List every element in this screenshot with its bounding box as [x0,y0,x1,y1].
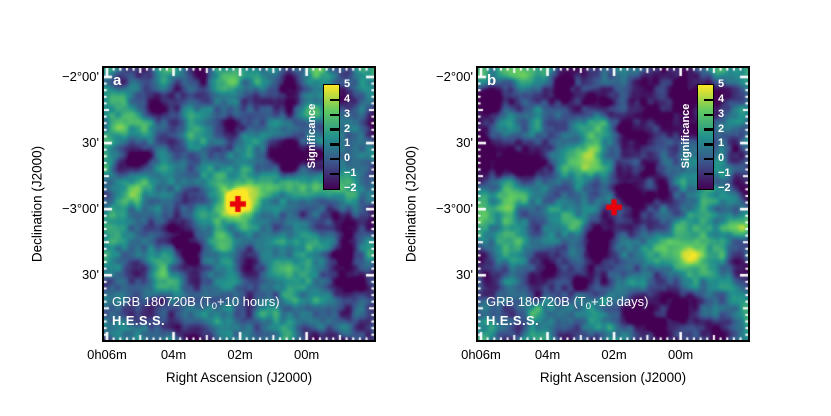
colorbar-tick-label: −1 [344,167,357,180]
colorbar-tick [704,128,713,131]
y-tick-label: −2°00' [436,68,473,84]
colorbar-tick [704,173,713,176]
colorbar-tick-label: 0 [344,152,351,165]
colorbar-tick [704,158,713,161]
colorbar-tick-label: 2 [344,122,351,135]
colorbar-tick [704,113,713,116]
x-tick-label: 0h06m [87,347,127,362]
x-axis-title-a: Right Ascension (J2000) [165,370,313,385]
x-tick-label: 00m [667,347,694,362]
grb-label-prefix: GRB 180720B (T [486,294,586,309]
instrument-label-a: H.E.S.S. [112,313,166,328]
x-axis-title-b: Right Ascension (J2000) [539,370,687,385]
x-tick-label: 02m [227,347,253,362]
panel-a: a GRB 180720B (T0+10 hours) H.E.S.S. Sig… [102,66,376,342]
colorbar-tick-label: 4 [718,92,725,105]
grb-label-prefix: GRB 180720B (T [112,294,212,309]
y-tick-label: 30' [82,135,99,151]
grb-label-suffix: +10 hours) [217,294,280,309]
grb-epoch-label-a: GRB 180720B (T0+10 hours) [112,294,280,312]
colorbar-tick [330,98,339,101]
y-tick-label: −3°00' [436,201,473,217]
colorbar-title-a: Significance [306,103,318,169]
panel-b: b GRB 180720B (T0+18 days) H.E.S.S. Sign… [476,66,750,342]
panel-letter-a: a [113,72,122,89]
colorbar-tick [330,128,339,131]
colorbar-tick-label: −1 [718,167,731,180]
grb-epoch-label-b: GRB 180720B (T0+18 days) [486,294,648,312]
colorbar-tick-label: 4 [344,92,351,105]
colorbar-tick-label: 0 [718,152,725,165]
colorbar-tick-label: 1 [718,137,725,150]
colorbar-tick [330,173,339,176]
y-tick-label: −3°00' [62,201,99,217]
y-tick-label: 30' [456,267,473,283]
x-tick-label: 0h06m [461,347,501,362]
x-tick-label: 04m [160,347,187,362]
y-tick-label: 30' [456,135,473,151]
colorbar-tick-label: 5 [344,78,351,90]
grb-label-sub: 0 [211,301,218,312]
colorbar-b [697,84,714,190]
colorbar-tick [330,158,339,161]
grb-label-sub: 0 [585,301,592,312]
panel-letter-b: b [487,72,497,89]
colorbar-tick [704,98,713,101]
colorbar-tick-label: 5 [718,78,725,90]
colorbar-a [323,84,340,190]
colorbar-tick [704,143,713,146]
colorbar-tick-label: −2 [344,182,357,194]
y-tick-label: −2°00' [62,68,99,84]
instrument-label-b: H.E.S.S. [486,313,540,328]
colorbar-tick [330,143,339,146]
x-tick-label: 02m [601,347,627,362]
colorbar-title-b: Significance [680,103,692,169]
y-tick-label: 30' [82,267,99,283]
grb-label-suffix: +18 days) [591,294,649,309]
colorbar-tick [330,113,339,116]
colorbar-tick-label: 2 [718,122,725,135]
colorbar-tick-label: −2 [718,182,731,194]
x-tick-label: 04m [534,347,561,362]
colorbar-tick-label: 3 [344,107,351,120]
colorbar-tick-label: 1 [344,137,351,150]
x-tick-label: 00m [293,347,320,362]
colorbar-tick-label: 3 [718,107,725,120]
